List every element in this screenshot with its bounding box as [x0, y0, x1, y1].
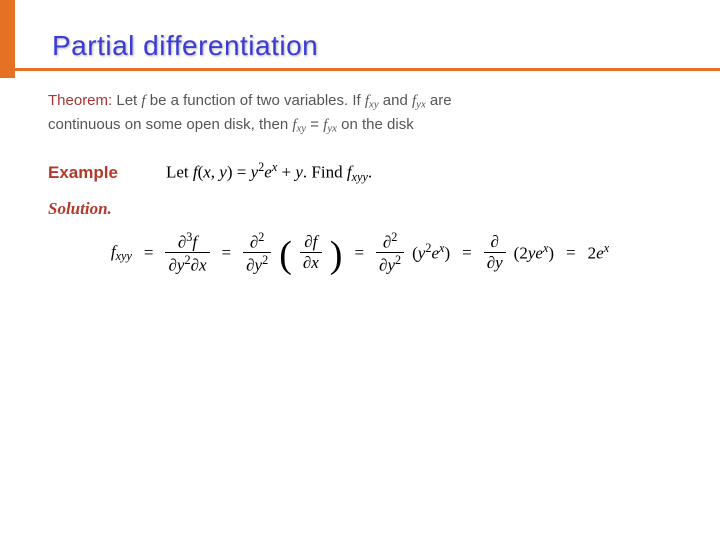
- ex-rhs-e: e: [264, 163, 272, 182]
- ex-find: Find: [311, 163, 346, 182]
- sol-frac1: ∂3f ∂y2∂x: [165, 231, 209, 275]
- example-label: Example: [48, 163, 118, 183]
- ex-target-sub: xyy: [352, 170, 368, 184]
- sol-eq1: =: [140, 243, 158, 263]
- theorem-eq-l-sub: xy: [297, 123, 307, 135]
- theorem-text-1: Let: [112, 92, 141, 109]
- sol-lhs-sub: xyy: [116, 249, 132, 263]
- f2dye: 2: [262, 253, 268, 267]
- ex-x: x: [203, 163, 211, 182]
- solution-label: Solution.: [48, 199, 672, 219]
- t4e: e: [535, 244, 543, 263]
- sol-eq4: =: [458, 243, 476, 263]
- t4c: 2: [519, 244, 528, 263]
- f3dy: y: [387, 256, 395, 275]
- theorem-eq-r-sub: yx: [327, 123, 337, 135]
- inner-den: ∂x: [300, 252, 322, 272]
- sol-eq2: =: [218, 243, 236, 263]
- theorem-block: Theorem: Let f be a function of two vari…: [48, 89, 672, 138]
- idd: ∂: [303, 253, 311, 272]
- accent-bar: [0, 0, 15, 78]
- sol-inner-frac: ∂f ∂x: [300, 233, 322, 272]
- f1dx: x: [199, 256, 207, 275]
- ex-eq: =: [233, 163, 251, 182]
- slide: Partial differentiation Theorem: Let f b…: [0, 0, 720, 295]
- sol-frac1-num: ∂3f: [175, 231, 200, 253]
- inf: f: [313, 232, 318, 251]
- theorem-text-5: continuous on some open disk, then: [48, 116, 292, 133]
- f4dd: ∂: [487, 253, 495, 272]
- solution-equation: fxyy = ∂3f ∂y2∂x = ∂2 ∂y2 ( ∂f ∂x ) = ∂2…: [48, 231, 672, 275]
- f2dy: y: [255, 256, 263, 275]
- f3nd: ∂: [383, 232, 391, 251]
- t3e: e: [431, 244, 439, 263]
- title-rule: [0, 68, 720, 71]
- example-row: Example Let f(x, y) = y2ex + y. Find fxy…: [48, 160, 672, 185]
- sol-eq3: =: [350, 243, 368, 263]
- theorem-fxy-sub: xy: [369, 99, 379, 111]
- theorem-text-4: are: [426, 92, 452, 109]
- f4dy: y: [495, 253, 503, 272]
- ex-rhs-y2: y: [295, 163, 303, 182]
- sol-frac1-den: ∂y2∂x: [165, 252, 209, 275]
- term3: (y2ex): [412, 241, 450, 264]
- f1nd: ∂: [178, 232, 186, 251]
- sol-frac4-den: ∂y: [484, 252, 506, 272]
- theorem-text-6: on the disk: [337, 116, 414, 133]
- title-region: Partial differentiation: [40, 30, 680, 71]
- f3dye: 2: [395, 253, 401, 267]
- theorem-fyx-sub: yx: [416, 99, 426, 111]
- sol-frac4: ∂ ∂y: [484, 233, 506, 272]
- ree: x: [604, 241, 609, 255]
- result: 2ex: [588, 241, 609, 264]
- theorem-label: Theorem:: [48, 92, 112, 109]
- ex-y: y: [219, 163, 227, 182]
- t4ee: x: [543, 241, 548, 255]
- page-title: Partial differentiation: [40, 30, 680, 68]
- theorem-text-2: be a function of two variables. If: [146, 92, 365, 109]
- theorem-text-3: and: [379, 92, 412, 109]
- sol-frac3-num: ∂2: [380, 231, 401, 253]
- sol-frac2: ∂2 ∂y2: [243, 231, 271, 275]
- f1nf: f: [192, 232, 197, 251]
- f1dd2: ∂: [191, 256, 199, 275]
- sol-frac2-den: ∂y2: [243, 252, 271, 275]
- re: e: [596, 244, 604, 263]
- ind: ∂: [304, 232, 312, 251]
- ex-plus: +: [277, 163, 295, 182]
- ex-prefix: Let: [166, 163, 193, 182]
- theorem-eq-mid: =: [306, 116, 323, 133]
- f3ne: 2: [391, 230, 397, 244]
- sol-frac2-num: ∂2: [247, 231, 268, 253]
- f2dd: ∂: [246, 256, 254, 275]
- sol-frac3: ∂2 ∂y2: [376, 231, 404, 275]
- rc: 2: [588, 244, 597, 263]
- f1dd1: ∂: [168, 256, 176, 275]
- inner-num: ∂f: [301, 233, 320, 252]
- sol-frac3-den: ∂y2: [376, 252, 404, 275]
- term4: (2yex): [514, 241, 554, 264]
- sol-eq5: =: [562, 243, 580, 263]
- f2ne: 2: [258, 230, 264, 244]
- f4nd: ∂: [490, 232, 498, 251]
- sol-frac4-num: ∂: [487, 233, 501, 252]
- t3ee: x: [439, 241, 444, 255]
- idx: x: [311, 253, 319, 272]
- ex-end: .: [368, 163, 372, 182]
- example-text: Let f(x, y) = y2ex + y. Find fxyy.: [166, 160, 372, 185]
- sol-lhs: fxyy: [111, 242, 132, 264]
